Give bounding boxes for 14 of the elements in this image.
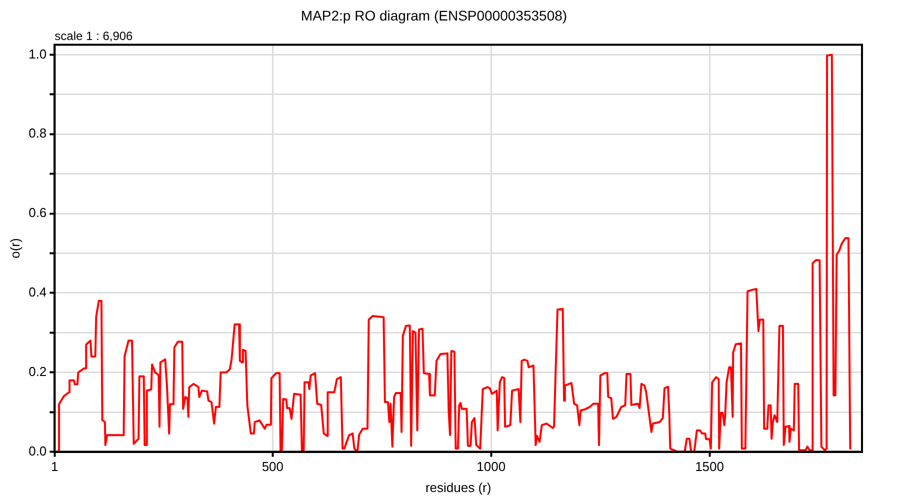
y-axis-title: o(r): [7, 238, 22, 258]
chart-title: MAP2:p RO diagram (ENSP00000353508): [300, 7, 568, 24]
y-tick-label: 0.6: [28, 205, 47, 220]
y-tick-label: 0.4: [28, 284, 47, 300]
x-tick-label: 500: [262, 459, 284, 474]
x-tick-label: 1000: [476, 459, 506, 474]
x-tick-label: 1: [51, 459, 58, 474]
x-axis-title: residues (r): [425, 480, 492, 495]
y-tick-label: 0.0: [28, 443, 47, 458]
text: scale 1 : 6,906: [54, 29, 134, 44]
y-tick-label: 0.8: [28, 126, 47, 141]
x-tick-label: 1500: [695, 459, 724, 474]
y-tick-label: 1.0: [28, 46, 47, 62]
y-tick-label: 0.2: [28, 364, 47, 379]
